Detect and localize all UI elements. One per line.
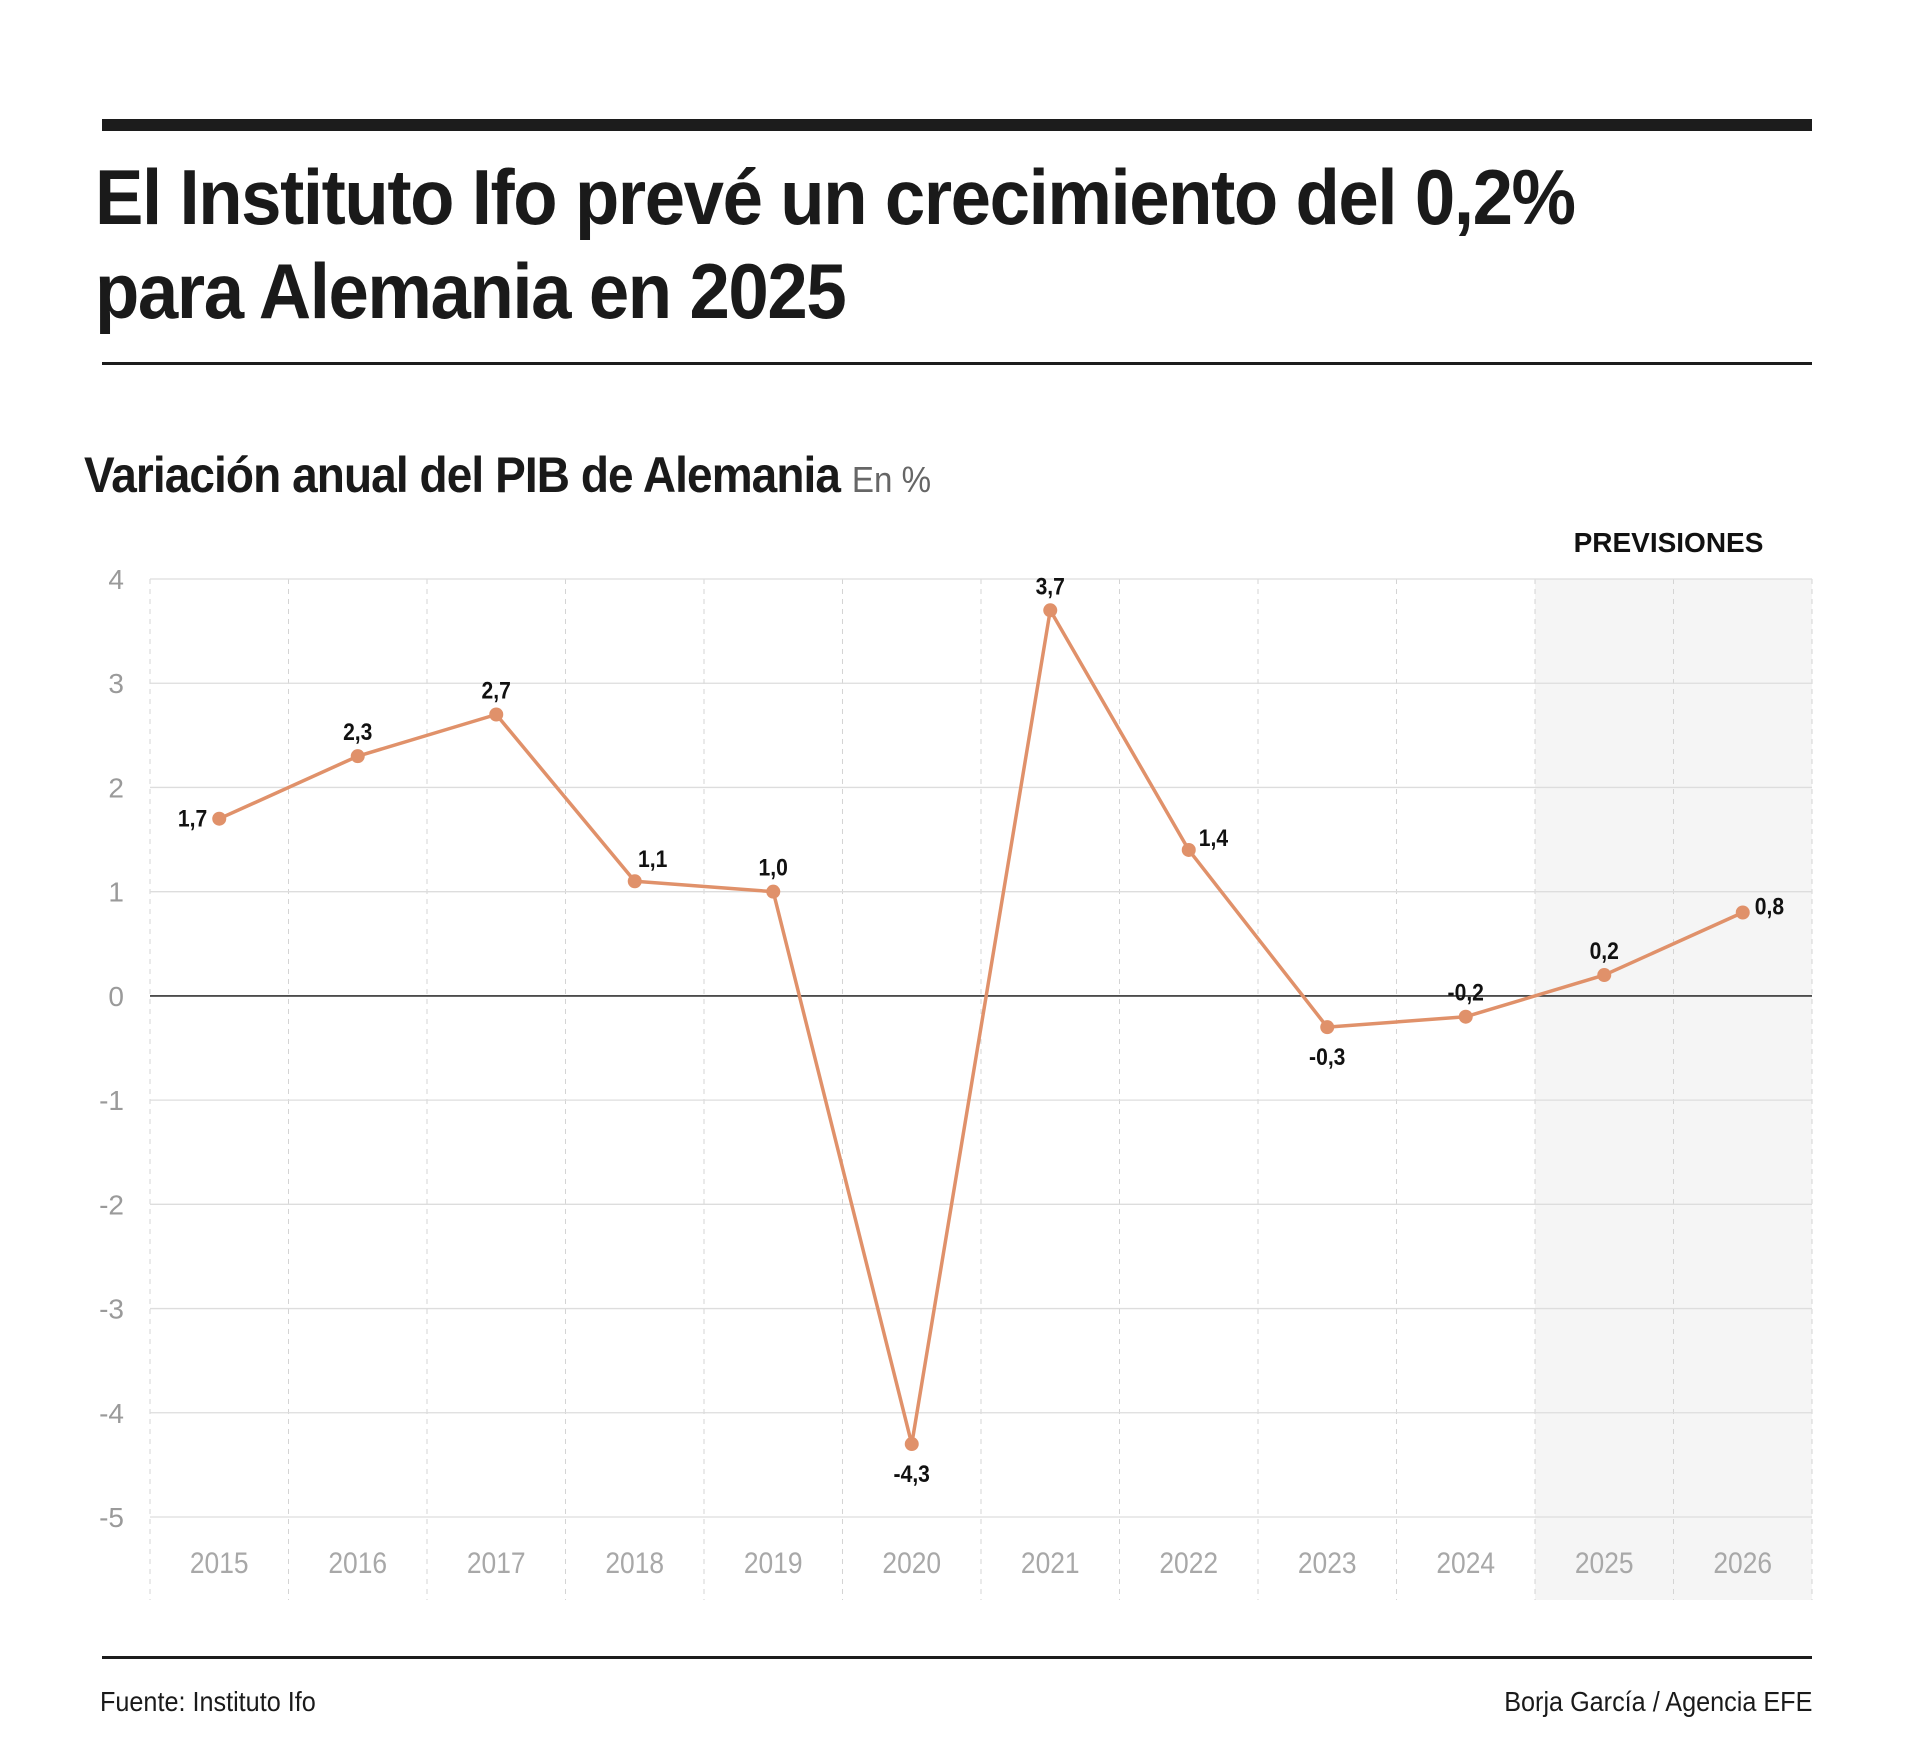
y-tick-label: 0	[108, 981, 124, 1012]
data-point	[1320, 1020, 1335, 1035]
y-tick-label: -2	[99, 1189, 124, 1220]
data-point	[212, 811, 227, 826]
data-point	[1597, 968, 1612, 983]
y-tick-label: 3	[108, 668, 124, 699]
data-point	[766, 884, 781, 899]
data-point	[350, 749, 365, 764]
x-tick-label: 2026	[1713, 1545, 1772, 1579]
x-tick-label: 2020	[882, 1545, 941, 1579]
data-label: 0,8	[1755, 893, 1784, 920]
source-note: Fuente: Instituto Ifo	[100, 1686, 316, 1717]
y-tick-label: -4	[99, 1398, 124, 1429]
data-label: 2,7	[482, 677, 511, 704]
line-chart: PREVISIONES 4 3 2 1 0 -1 -2 -3 -4 -5 2015 2016 2017 20…	[99, 527, 1813, 1600]
top-rule	[102, 119, 1812, 131]
header-divider	[102, 362, 1812, 365]
y-tick-label: 1	[108, 877, 124, 908]
data-label: -0,3	[1309, 1044, 1345, 1071]
data-label: 1,0	[759, 854, 788, 881]
data-point	[1043, 603, 1058, 618]
x-tick-label: 2016	[328, 1545, 387, 1579]
headline: El Instituto Ifo prevé un crecimiento de…	[95, 153, 1576, 335]
x-tick-label: 2022	[1159, 1545, 1218, 1579]
data-label: 3,7	[1036, 573, 1065, 600]
data-label: -4,3	[894, 1461, 930, 1488]
x-tick-label: 2018	[605, 1545, 664, 1579]
y-tick-label: -3	[99, 1294, 124, 1325]
x-tick-label: 2015	[190, 1545, 249, 1579]
data-label: 1,1	[638, 846, 667, 873]
data-label: -0,2	[1448, 980, 1484, 1007]
x-tick-label: 2025	[1575, 1545, 1634, 1579]
footer-divider	[102, 1656, 1812, 1659]
data-point	[489, 707, 504, 722]
chart-unit-label: En %	[851, 459, 932, 500]
data-label: 1,4	[1199, 825, 1229, 852]
series-line	[218, 608, 1744, 1446]
y-tick-label: -1	[99, 1085, 124, 1116]
y-tick-label: 4	[108, 564, 124, 595]
data-label: 0,2	[1590, 938, 1619, 965]
data-point	[1735, 905, 1750, 920]
data-point	[1458, 1009, 1473, 1024]
x-tick-label: 2019	[744, 1545, 803, 1579]
y-tick-label: -5	[99, 1502, 124, 1533]
data-label: 1,7	[178, 805, 207, 832]
x-tick-label: 2024	[1436, 1545, 1495, 1579]
forecast-label: PREVISIONES	[1574, 527, 1764, 558]
data-point	[904, 1437, 919, 1452]
y-tick-label: 2	[108, 772, 124, 803]
credit-note: Borja García / Agencia EFE	[1503, 1686, 1812, 1717]
data-label: 2,3	[343, 719, 372, 746]
data-point	[627, 874, 642, 889]
chart-title: Variación anual del PIB de Alemania En %	[84, 446, 931, 504]
x-tick-label: 2021	[1021, 1545, 1080, 1579]
x-tick-label: 2023	[1298, 1545, 1357, 1579]
x-tick-label: 2017	[467, 1545, 526, 1579]
data-point	[1181, 842, 1196, 857]
chart-title-text: Variación anual del PIB de Alemania	[84, 447, 841, 503]
